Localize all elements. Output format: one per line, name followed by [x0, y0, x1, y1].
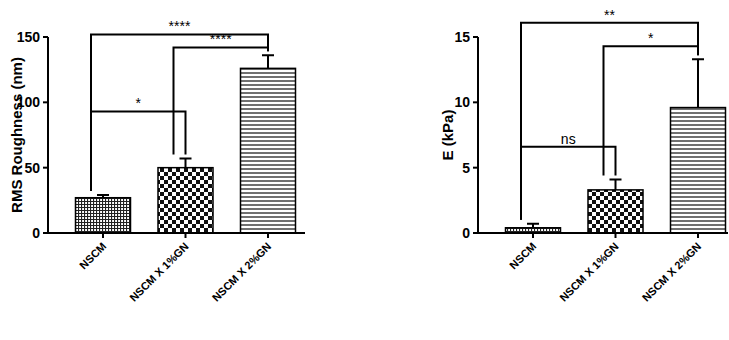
y-axis [47, 37, 49, 233]
y-tick [473, 36, 478, 38]
x-tick-label: NSCM X 2%GN [210, 240, 274, 304]
y-axis-label: E (kPa) [439, 110, 456, 161]
panel: 050100150NSCMNSCM X 1%GNNSCM X 2%GNRMS R… [8, 18, 305, 303]
bars [506, 59, 726, 233]
significance-label: **** [169, 18, 191, 34]
y-tick [473, 167, 478, 169]
y-tick-label: 0 [32, 225, 40, 241]
error-bar [262, 55, 274, 68]
y-tick [43, 167, 48, 169]
y-axis [477, 37, 479, 233]
bar [241, 68, 296, 233]
y-tick-label: 50 [24, 160, 40, 176]
error-bar [97, 195, 109, 198]
x-tick-label: NSCM X 1%GN [557, 240, 621, 304]
significance-bracket [521, 23, 698, 220]
y-tick [43, 101, 48, 103]
y-tick [473, 101, 478, 103]
y-tick [43, 232, 48, 234]
y-axis-label: RMS Roughness (nm) [8, 57, 25, 213]
significance-bracket [91, 111, 186, 191]
x-tick [615, 233, 617, 238]
significance-label: ** [604, 7, 615, 23]
x-axis [48, 232, 305, 234]
x-tick [185, 233, 187, 238]
figure: 050100150NSCMNSCM X 1%GNNSCM X 2%GNRMS R… [0, 0, 729, 340]
bar [158, 168, 213, 233]
y-tick [473, 232, 478, 234]
significance-bracket [521, 147, 616, 220]
x-tick [697, 233, 699, 238]
bar [76, 198, 131, 233]
significance-label: * [136, 95, 142, 111]
y-tick-label: 15 [454, 29, 470, 45]
error-bar [610, 179, 622, 189]
significance-label: * [648, 30, 654, 46]
y-tick-label: 0 [462, 225, 470, 241]
x-tick [532, 233, 534, 238]
y-tick [43, 36, 48, 38]
x-axis [478, 232, 728, 234]
x-tick [267, 233, 269, 238]
significance-bracket [604, 46, 699, 175]
bar [671, 108, 726, 233]
error-bar [527, 224, 539, 228]
y-tick-label: 150 [17, 29, 41, 45]
x-tick-label: NSCM X 1%GN [127, 240, 191, 304]
error-bar [180, 159, 192, 168]
significance-label: **** [210, 31, 232, 47]
y-tick-label: 10 [454, 94, 470, 110]
significance-bracket [174, 47, 269, 154]
significance-bracket [91, 34, 268, 191]
bars [76, 55, 296, 233]
error-bar [692, 59, 704, 107]
significance-label: ns [561, 131, 576, 147]
x-tick-label: NSCM [77, 240, 108, 271]
y-tick-label: 5 [462, 160, 470, 176]
x-tick-label: NSCM X 2%GN [640, 240, 704, 304]
x-tick [102, 233, 104, 238]
x-tick-label: NSCM [507, 240, 538, 271]
panel: 0 5 10 15 NSCM NSCM X 1%GN NSCM X 2%GN E (kPa) *… [439, 7, 728, 304]
bar [588, 190, 643, 233]
